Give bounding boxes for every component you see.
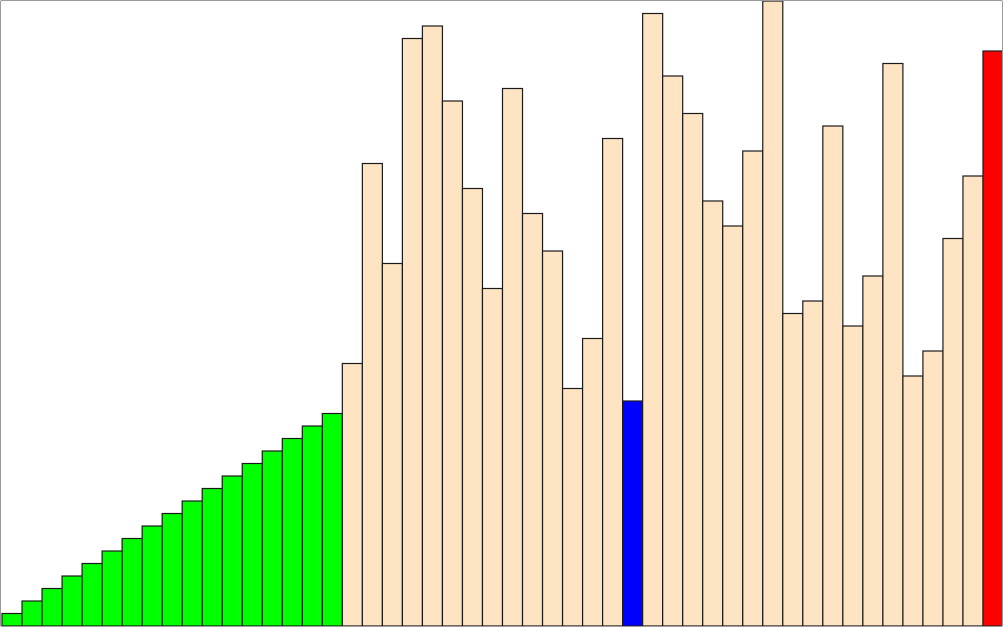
bar-unsorted-39 [762, 1, 784, 626]
bar-sorted-7 [121, 537, 143, 626]
bar-unsorted-29 [561, 387, 584, 626]
bar-sorted-13 [241, 462, 263, 626]
bar-unsorted-20 [381, 262, 404, 626]
bar-sorted-5 [81, 562, 103, 626]
bar-unsorted-36 [702, 200, 724, 626]
bar-unsorted-25 [481, 287, 504, 626]
bar-unsorted-43 [842, 325, 864, 626]
bar-unsorted-27 [521, 212, 544, 626]
bar-sorted-1 [1, 612, 23, 626]
bar-unsorted-24 [461, 187, 484, 626]
bar-unsorted-30 [581, 337, 604, 626]
bar-unsorted-47 [922, 350, 944, 626]
bar-unsorted-37 [722, 225, 744, 626]
bar-sorted-9 [161, 512, 183, 626]
bar-unsorted-46 [902, 375, 924, 626]
bar-sorted-8 [141, 525, 163, 626]
bar-current-32 [622, 400, 644, 626]
bar-unsorted-22 [421, 25, 444, 626]
bar-sorted-16 [301, 425, 323, 626]
bar-unsorted-48 [942, 237, 964, 626]
bar-unsorted-33 [642, 12, 664, 626]
bar-sorted-12 [221, 475, 243, 626]
bar-unsorted-40 [782, 312, 804, 626]
bar-sorted-11 [201, 487, 223, 626]
bar-unsorted-19 [361, 162, 383, 626]
bar-sorted-17 [321, 412, 343, 626]
bar-unsorted-45 [882, 62, 904, 626]
bar-unsorted-35 [682, 112, 704, 626]
bar-unsorted-18 [341, 362, 363, 626]
bar-sorted-4 [61, 575, 83, 626]
bar-unsorted-21 [401, 37, 424, 626]
bar-sorted-14 [261, 450, 283, 626]
bar-sorted-10 [181, 500, 203, 626]
bar-unsorted-42 [822, 125, 844, 626]
bar-sorted-15 [281, 437, 303, 626]
bar-unsorted-41 [802, 300, 824, 626]
bar-unsorted-49 [962, 175, 984, 626]
bar-unsorted-34 [662, 75, 684, 626]
bar-unsorted-38 [742, 150, 764, 626]
bar-unsorted-28 [541, 250, 564, 626]
bar-compare-50 [982, 50, 1002, 626]
bar-sorted-3 [41, 587, 63, 626]
bar-unsorted-44 [862, 275, 884, 626]
bar-sorted-6 [101, 550, 123, 626]
bar-unsorted-26 [501, 87, 524, 626]
bar-unsorted-23 [441, 100, 464, 626]
bar-unsorted-31 [601, 137, 624, 626]
bar-sorted-2 [21, 600, 43, 626]
